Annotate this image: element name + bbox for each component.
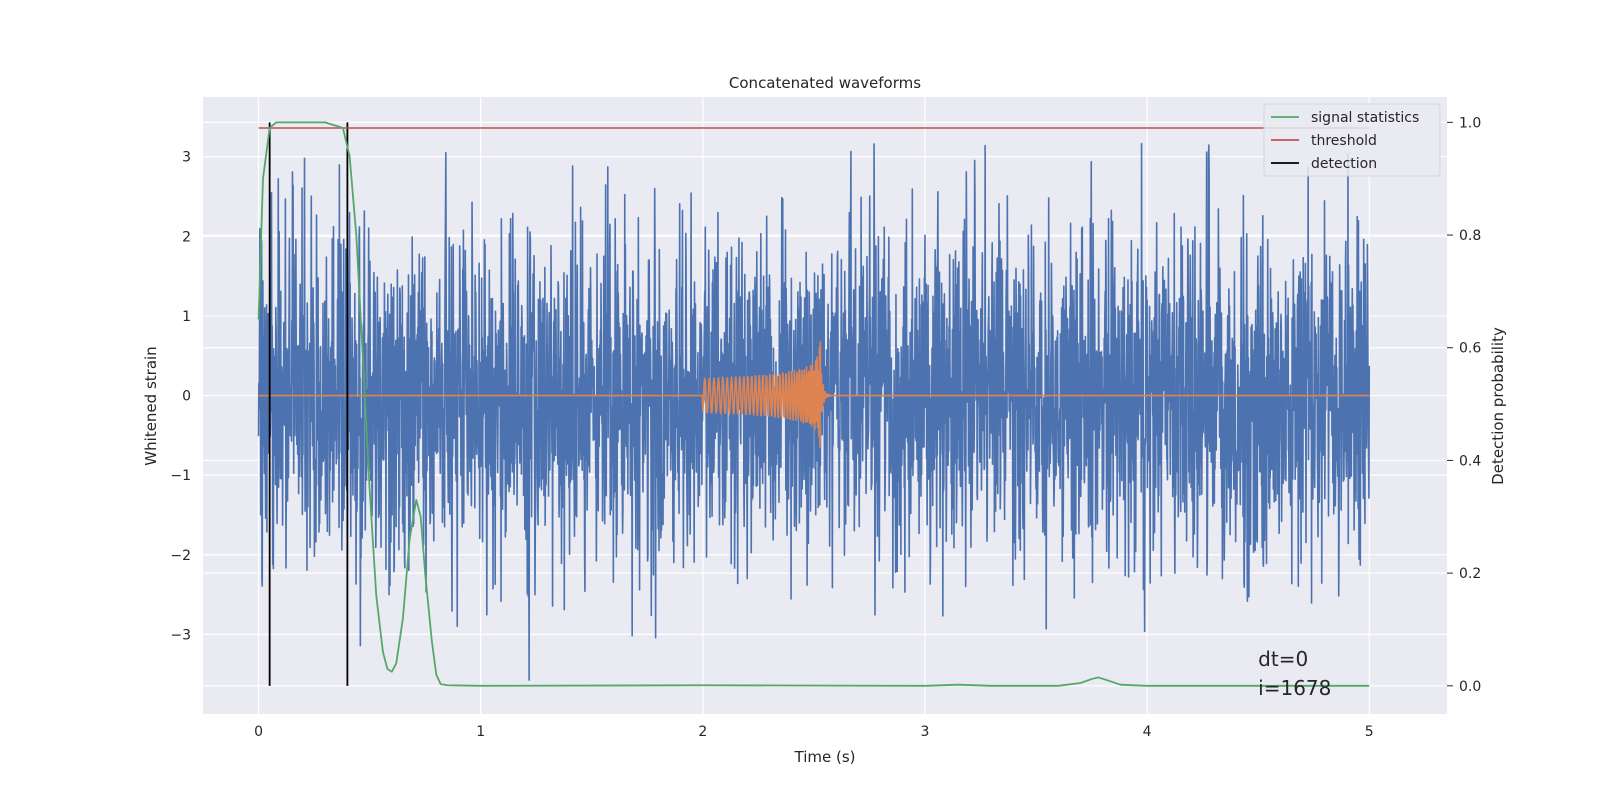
annotation-text: i=1678	[1258, 676, 1331, 700]
y-axis-right-label: Detection probability	[1489, 327, 1507, 485]
y-left-tick-label: −1	[170, 468, 191, 484]
x-tick-label: 5	[1365, 724, 1374, 740]
x-tick-label: 2	[698, 724, 707, 740]
annotation-text: dt=0	[1258, 647, 1308, 671]
legend-entry: detection	[1311, 156, 1377, 172]
y-right-tick-label: 0.8	[1459, 228, 1481, 244]
x-tick-label: 4	[1143, 724, 1152, 740]
annotation: dt=0 i=1678	[1258, 647, 1331, 700]
chirp-series	[258, 341, 1370, 448]
y-right-tick-label: 0.6	[1459, 341, 1481, 357]
y-right-tick-label: 0.2	[1459, 566, 1481, 582]
y-axis-left-label: Whitened strain	[142, 346, 160, 465]
chart-title: Concatenated waveforms	[729, 74, 921, 92]
signal-statistics-line	[257, 121, 1370, 687]
axis-ticks: 0 1 2 3 4 5 −3 −2 −1 0 1 2 3 0.0 0.2 0.4 0.6 0.8 1.0	[170, 115, 1481, 740]
y-left-tick-label: 2	[182, 229, 191, 245]
legend-entry: threshold	[1311, 133, 1377, 149]
y-left-tick-label: −3	[170, 627, 191, 643]
y-right-tick-label: 1.0	[1459, 115, 1481, 131]
legend-entry: signal statistics	[1311, 110, 1419, 126]
y-left-tick-label: 3	[182, 150, 191, 166]
legend-box	[1263, 103, 1441, 177]
y-right-tick-label: 0.4	[1459, 453, 1481, 469]
x-axis-label: Time (s)	[794, 748, 856, 766]
y-right-tick-label: 0.0	[1459, 679, 1481, 695]
y-left-tick-label: −2	[170, 548, 191, 564]
x-tick-label: 3	[921, 724, 930, 740]
chirp-line	[258, 341, 1370, 448]
probability-series	[257, 121, 1370, 687]
legend: signal statistics threshold detection	[1263, 103, 1441, 177]
y-left-tick-label: 0	[182, 389, 191, 405]
x-tick-label: 1	[476, 724, 485, 740]
y-left-tick-label: 1	[182, 309, 191, 325]
x-tick-label: 0	[254, 724, 263, 740]
